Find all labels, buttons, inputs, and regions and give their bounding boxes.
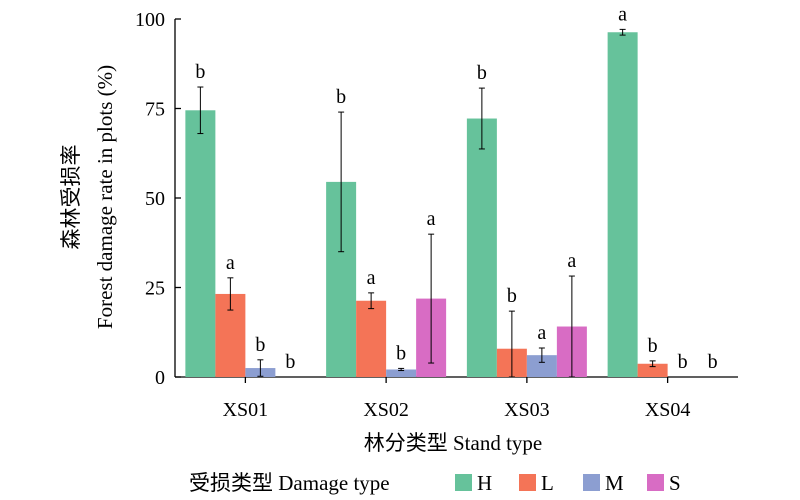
significance-letter: b xyxy=(285,351,295,373)
legend: 受损类型 Damage type H L M S xyxy=(189,471,681,495)
significance-letter: a xyxy=(367,267,376,289)
bar-L-XS02 xyxy=(356,300,387,377)
axes xyxy=(174,18,738,383)
x-tick-label: XS04 xyxy=(645,399,691,421)
y-axis-title-cn: 森林受损率 xyxy=(59,145,83,250)
bar-L-XS04 xyxy=(637,363,668,377)
legend-swatch-H xyxy=(455,474,472,491)
error-bars-layer xyxy=(197,28,716,378)
x-axis-title: 林分类型 Stand type xyxy=(364,431,543,455)
x-tick-label: XS03 xyxy=(504,399,550,421)
legend-label-M: M xyxy=(605,471,624,495)
bar-H-XS04 xyxy=(607,32,638,377)
significance-letter: b xyxy=(507,285,517,307)
significance-letter: b xyxy=(396,342,406,364)
significance-letter: a xyxy=(427,208,436,230)
legend-label-H: H xyxy=(477,471,492,495)
legend-swatch-M xyxy=(583,474,600,491)
bar-H-XS03 xyxy=(466,118,497,378)
significance-letter: b xyxy=(195,61,205,83)
bar-M-XS03 xyxy=(526,355,557,377)
significance-letter: b xyxy=(255,334,265,356)
y-tick-label: 100 xyxy=(135,9,165,31)
significance-letter: a xyxy=(226,252,235,274)
significance-letter: b xyxy=(336,86,346,108)
bar-H-XS01 xyxy=(185,110,216,377)
x-tick-label: XS02 xyxy=(363,399,409,421)
legend-label-S: S xyxy=(669,471,681,495)
x-tick-label: XS01 xyxy=(223,399,269,421)
significance-letter: a xyxy=(618,3,627,25)
significance-letter: b xyxy=(678,351,688,373)
y-tick-label: 75 xyxy=(145,99,165,121)
bars-layer xyxy=(185,32,668,378)
legend-title: 受损类型 Damage type xyxy=(189,471,390,495)
legend-swatch-L xyxy=(519,474,536,491)
significance-letter: a xyxy=(537,322,546,344)
significance-letter: b xyxy=(477,62,487,84)
y-tick-label: 50 xyxy=(145,188,165,210)
tick-labels-layer: 0 25 50 75 100 XS01 XS02 XS03 XS04 xyxy=(135,9,690,421)
y-tick-label: 0 xyxy=(155,367,165,389)
significance-letter: b xyxy=(648,335,658,357)
legend-swatch-S xyxy=(647,474,664,491)
y-axis-title-en: Forest damage rate in plots (%) xyxy=(93,65,117,329)
legend-label-L: L xyxy=(541,471,554,495)
bar-M-XS02 xyxy=(386,369,417,377)
significance-letter: b xyxy=(708,351,718,373)
significance-letter: a xyxy=(567,250,576,272)
y-tick-label: 25 xyxy=(145,278,165,300)
